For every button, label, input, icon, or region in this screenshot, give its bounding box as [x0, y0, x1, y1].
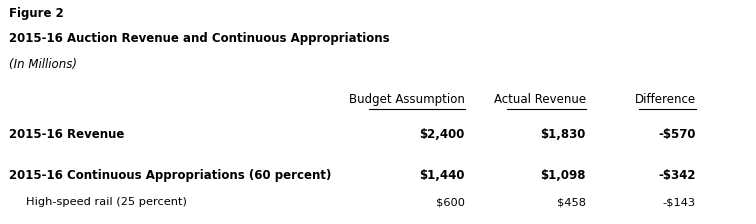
Text: -$570: -$570: [658, 128, 696, 141]
Text: -$143: -$143: [662, 197, 696, 207]
Text: Figure 2: Figure 2: [9, 7, 64, 20]
Text: $2,400: $2,400: [420, 128, 465, 141]
Text: $1,098: $1,098: [541, 169, 586, 182]
Text: Actual Revenue: Actual Revenue: [494, 93, 586, 106]
Text: Difference: Difference: [634, 93, 696, 106]
Text: 2015-16 Auction Revenue and Continuous Appropriations: 2015-16 Auction Revenue and Continuous A…: [9, 32, 389, 45]
Text: 2015-16 Continuous Appropriations (60 percent): 2015-16 Continuous Appropriations (60 pe…: [9, 169, 331, 182]
Text: $1,830: $1,830: [541, 128, 586, 141]
Text: -$342: -$342: [658, 169, 696, 182]
Text: $1,440: $1,440: [420, 169, 465, 182]
Text: $600: $600: [436, 197, 465, 207]
Text: (In Millions): (In Millions): [9, 58, 77, 71]
Text: High-speed rail (25 percent): High-speed rail (25 percent): [26, 197, 187, 207]
Text: $458: $458: [557, 197, 586, 207]
Text: 2015-16 Revenue: 2015-16 Revenue: [9, 128, 125, 141]
Text: Budget Assumption: Budget Assumption: [349, 93, 465, 106]
